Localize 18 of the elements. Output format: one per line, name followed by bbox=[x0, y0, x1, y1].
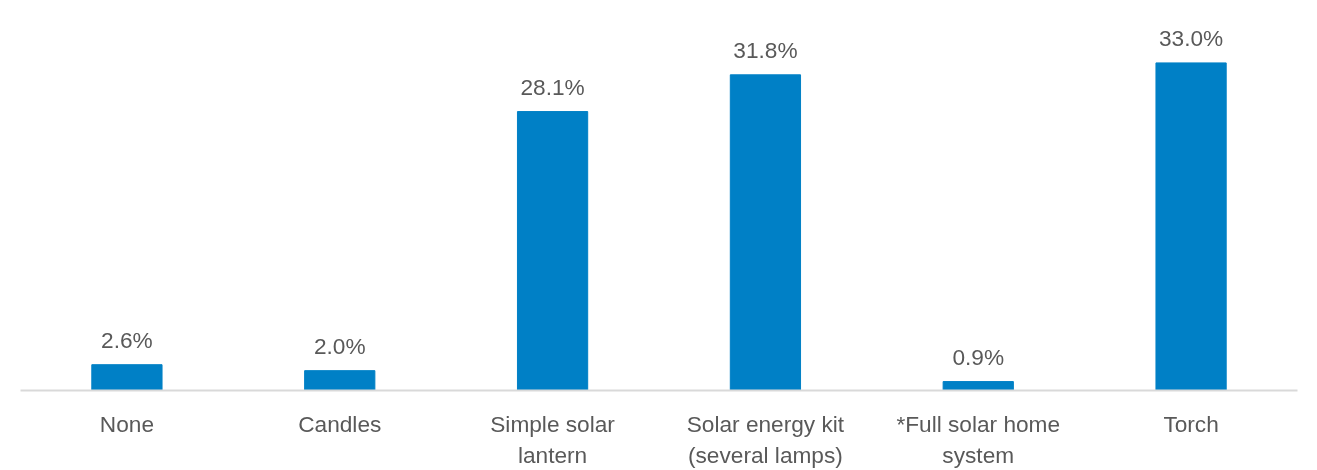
x-tick-label: None bbox=[99, 410, 155, 437]
bar bbox=[729, 74, 802, 391]
bar bbox=[942, 381, 1014, 391]
bar bbox=[304, 370, 376, 391]
x-tick-label: *Full solar home system bbox=[896, 410, 1061, 468]
data-label: 2.6% bbox=[101, 326, 153, 353]
bar bbox=[516, 111, 589, 391]
data-label: 33.0% bbox=[1158, 24, 1224, 51]
x-tick-label: Simple solar lantern bbox=[490, 410, 616, 468]
x-tick-label: Candles bbox=[298, 410, 382, 437]
data-label: 28.1% bbox=[520, 73, 585, 100]
bar bbox=[1155, 62, 1227, 391]
data-label: 2.0% bbox=[313, 332, 366, 359]
x-tick-label: Torch bbox=[1163, 410, 1219, 437]
data-label: 0.9% bbox=[952, 343, 1005, 370]
data-label: 31.8% bbox=[733, 36, 798, 63]
x-tick-label: Solar energy kit (several lamps) bbox=[686, 410, 845, 468]
bar bbox=[91, 364, 163, 391]
